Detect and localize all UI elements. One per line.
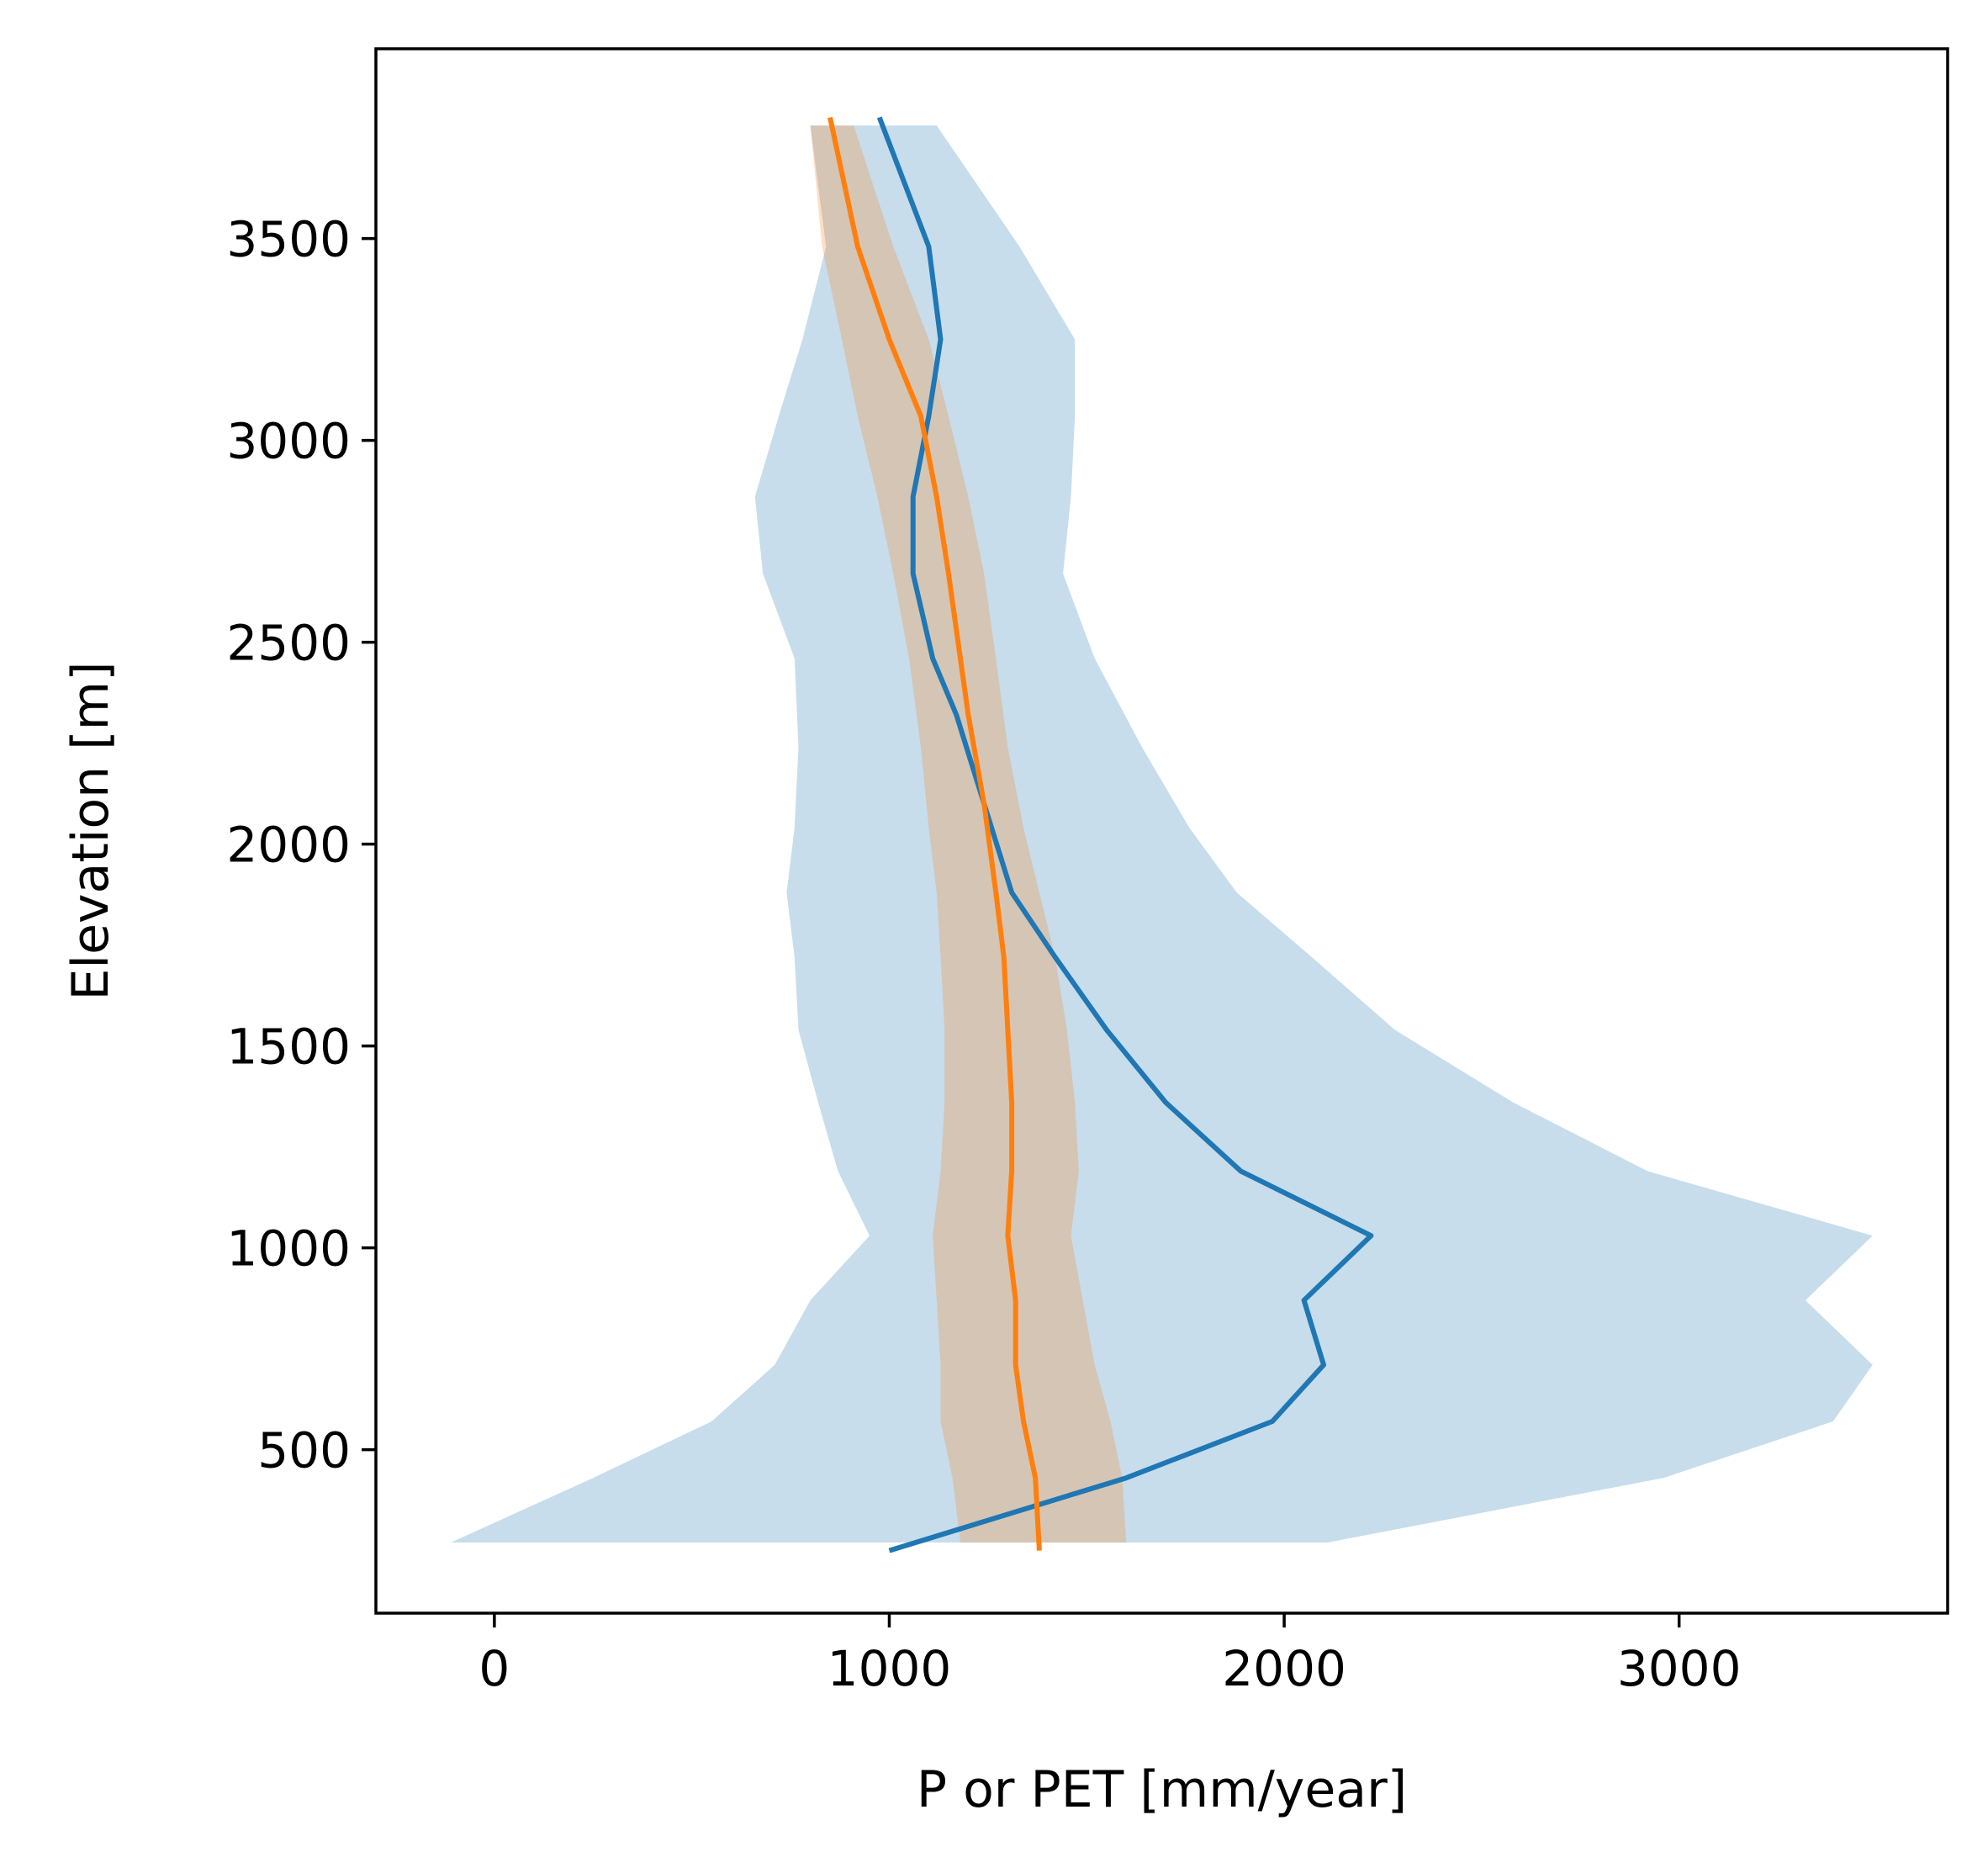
y-axis-ticks: 500 1000 1500 2000 2500 3000 3500 — [226, 211, 376, 1479]
y-tick-label: 3500 — [226, 211, 351, 268]
x-tick-label: 0 — [478, 1640, 510, 1697]
line-1 — [876, 116, 1374, 1553]
x-tick-label: 1000 — [827, 1640, 952, 1697]
line-2 — [827, 116, 1042, 1551]
band-2 — [810, 125, 1127, 1543]
y-axis-label: Elevation [m] — [61, 661, 120, 1000]
y-tick-label: 500 — [257, 1422, 351, 1479]
axes-frame — [374, 47, 1949, 1615]
plot-area — [451, 116, 1873, 1553]
y-tick-label: 1000 — [226, 1220, 351, 1278]
x-axis-ticks: 0 1000 2000 3000 — [478, 1613, 1741, 1697]
y-tick-label: 2000 — [226, 817, 351, 874]
y-tick-label: 2500 — [226, 615, 351, 672]
x-axis-label: P or PET [mm/year] — [917, 1760, 1407, 1819]
band-1 — [451, 125, 1873, 1543]
x-tick-label: 2000 — [1222, 1640, 1346, 1697]
y-tick-label: 3000 — [226, 413, 351, 470]
y-tick-label: 1500 — [226, 1019, 351, 1076]
x-tick-label: 3000 — [1617, 1640, 1742, 1697]
